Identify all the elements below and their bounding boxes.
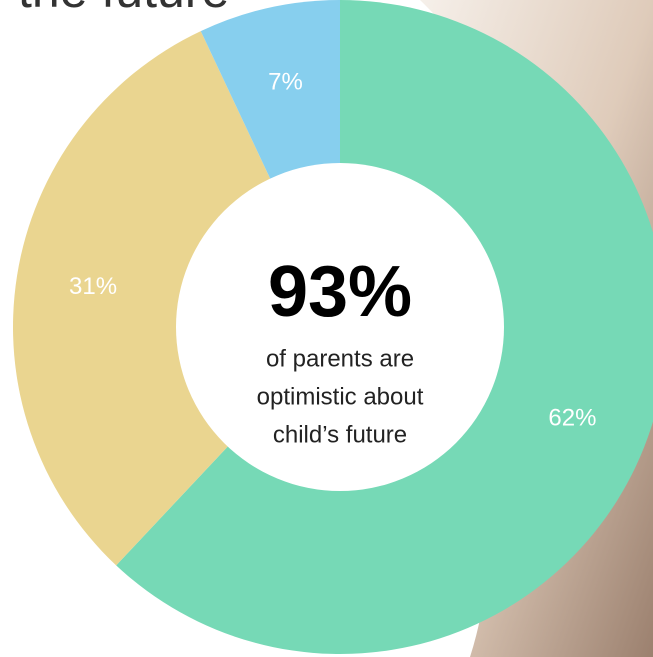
donut-hole (176, 163, 504, 491)
slice-label: 31% (69, 273, 117, 300)
chart-title: the future (18, 0, 229, 18)
slice-label: 7% (268, 68, 303, 95)
slice (12, 31, 340, 566)
center-line: child’s future (273, 421, 407, 448)
slice-label: 62% (548, 404, 596, 431)
center-headline: 93% (268, 252, 412, 332)
center-line: optimistic about (257, 383, 424, 410)
center-line: of parents are (266, 345, 414, 372)
